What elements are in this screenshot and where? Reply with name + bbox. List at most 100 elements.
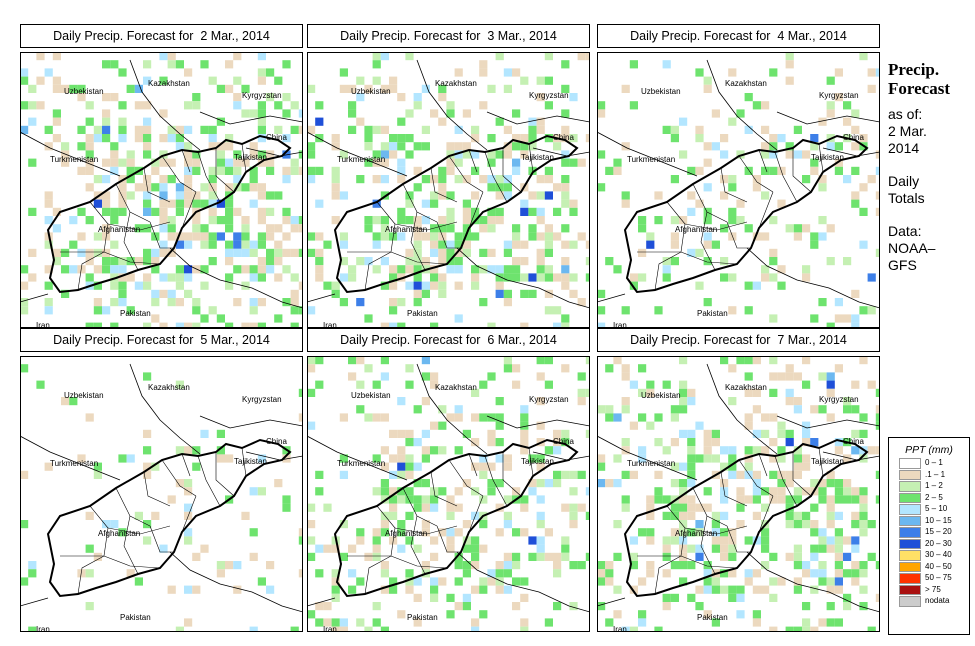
- legend-title: PPT (mm): [905, 444, 953, 456]
- precip-cell: [843, 397, 852, 406]
- precip-cell: [44, 191, 53, 200]
- precip-cell: [859, 602, 868, 611]
- precip-cell: [793, 125, 802, 134]
- precip-cell: [454, 314, 463, 323]
- precip-cell: [621, 495, 630, 504]
- precip-cell: [126, 150, 135, 159]
- precip-cell: [233, 76, 242, 85]
- precip-cell: [736, 585, 745, 594]
- precip-cell: [257, 216, 266, 225]
- precip-cell: [389, 142, 398, 151]
- precip-cell: [118, 158, 127, 167]
- precip-cell: [646, 240, 655, 249]
- precip-cell: [752, 183, 761, 192]
- precip-cell: [257, 134, 266, 143]
- precip-cell: [802, 626, 811, 632]
- precip-cell: [151, 298, 160, 307]
- precip-cell: [859, 183, 868, 192]
- precip-cell: [307, 142, 316, 151]
- map-background: [597, 52, 880, 328]
- precip-cell: [561, 158, 570, 167]
- precip-cell: [487, 150, 496, 159]
- precip-cell: [364, 257, 373, 266]
- precip-cell: [454, 175, 463, 184]
- precip-cell: [613, 265, 622, 274]
- forecast-panel-4: Daily Precip. Forecast for 5 Mar., 2014 …: [20, 328, 303, 632]
- precip-cell: [249, 240, 258, 249]
- precip-cell: [216, 166, 225, 175]
- precip-cell: [134, 134, 143, 143]
- precip-cell: [834, 495, 843, 504]
- precip-cell: [249, 265, 258, 274]
- precip-cell: [397, 158, 406, 167]
- precip-cell: [520, 273, 529, 282]
- precip-cell: [802, 356, 811, 365]
- country-label: Turkmenistan: [627, 459, 675, 468]
- precip-cell: [520, 76, 529, 85]
- precip-cell: [544, 479, 553, 488]
- precip-cell: [720, 552, 729, 561]
- precip-cell: [834, 544, 843, 553]
- precip-cell: [249, 142, 258, 151]
- precip-cell: [159, 273, 168, 282]
- precip-cell: [102, 125, 111, 134]
- precip-cell: [826, 257, 835, 266]
- country-border: [307, 597, 336, 607]
- precip-cell: [512, 364, 521, 373]
- precip-cell: [536, 265, 545, 274]
- precip-cell: [687, 248, 696, 257]
- precip-cell: [61, 248, 70, 257]
- precip-cell: [216, 216, 225, 225]
- precip-cell: [695, 248, 704, 257]
- precip-cell: [389, 150, 398, 159]
- country-label: Pakistan: [697, 309, 728, 318]
- precip-cell: [249, 626, 258, 632]
- precip-cell: [307, 248, 316, 257]
- legend-swatch: [899, 550, 921, 561]
- precip-cell: [192, 462, 201, 471]
- precip-cell: [249, 528, 258, 537]
- precip-cell: [134, 183, 143, 192]
- precip-cell: [487, 487, 496, 496]
- precip-cell: [867, 520, 876, 529]
- precip-cell: [102, 306, 111, 315]
- precip-cell: [143, 134, 152, 143]
- precip-cell: [503, 84, 512, 93]
- province-border: [680, 251, 738, 265]
- precip-cell: [380, 84, 389, 93]
- precip-cell: [769, 150, 778, 159]
- precip-cell: [126, 273, 135, 282]
- precip-cell: [654, 470, 663, 479]
- precip-cell: [744, 166, 753, 175]
- precip-cell: [569, 503, 578, 512]
- precip-cell: [834, 536, 843, 545]
- country-label: Pakistan: [120, 613, 151, 622]
- precip-cell: [143, 125, 152, 134]
- precip-cell: [810, 166, 819, 175]
- precip-cell: [605, 405, 614, 414]
- precip-cell: [761, 561, 770, 570]
- precip-cell: [356, 175, 365, 184]
- precip-cell: [528, 125, 537, 134]
- precip-cell: [438, 240, 447, 249]
- precip-cell: [561, 60, 570, 69]
- precip-cell: [720, 536, 729, 545]
- precip-cell: [397, 470, 406, 479]
- precip-cell: [777, 454, 786, 463]
- precip-cell: [389, 511, 398, 520]
- precip-cell: [752, 470, 761, 479]
- precip-cell: [646, 528, 655, 537]
- precip-map: Kazakhstan Uzbekistan Kyrgyzstan China Turkm…: [20, 356, 303, 632]
- precip-cell: [834, 438, 843, 447]
- precip-cell: [826, 470, 835, 479]
- precip-cell: [274, 101, 283, 110]
- precip-cell: [561, 175, 570, 184]
- country-border: [307, 435, 408, 481]
- country-border: [776, 415, 880, 429]
- precip-cell: [654, 487, 663, 496]
- precip-cell: [151, 207, 160, 216]
- precip-cell: [438, 166, 447, 175]
- precip-cell: [695, 503, 704, 512]
- precip-cell: [777, 487, 786, 496]
